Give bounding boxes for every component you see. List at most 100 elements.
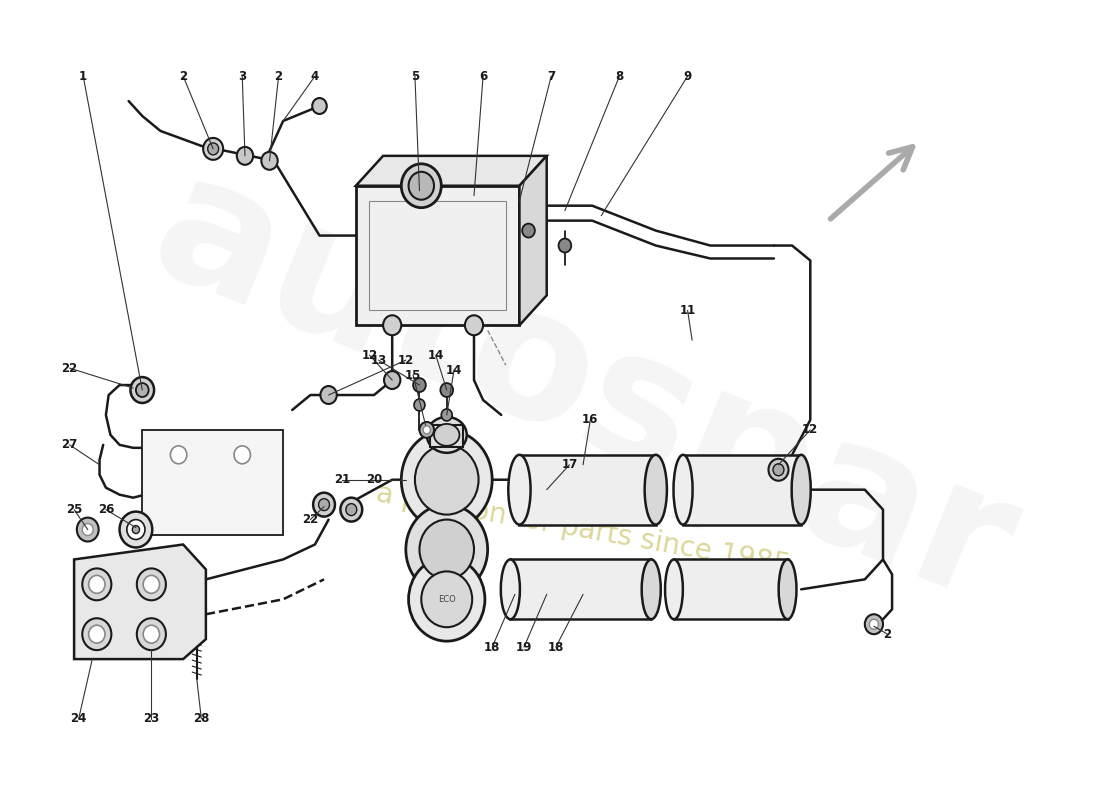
Ellipse shape: [421, 571, 472, 627]
Circle shape: [414, 378, 426, 392]
Circle shape: [383, 315, 402, 335]
Bar: [674, 559, 788, 619]
Circle shape: [131, 377, 154, 403]
Text: 18: 18: [548, 641, 564, 654]
Circle shape: [419, 422, 435, 438]
Text: 7: 7: [547, 70, 556, 82]
Ellipse shape: [500, 559, 520, 619]
Text: 13: 13: [371, 354, 387, 366]
Ellipse shape: [673, 455, 693, 525]
Circle shape: [865, 614, 883, 634]
Circle shape: [136, 383, 149, 397]
Text: 2: 2: [179, 70, 187, 82]
Text: 20: 20: [366, 474, 382, 486]
Text: autospar: autospar: [129, 138, 1037, 642]
Text: 22: 22: [302, 513, 319, 526]
Circle shape: [441, 409, 452, 421]
Circle shape: [559, 238, 571, 253]
Text: a passion for parts since 1985: a passion for parts since 1985: [374, 479, 792, 580]
Circle shape: [408, 172, 435, 200]
Circle shape: [170, 446, 187, 464]
Ellipse shape: [408, 558, 485, 641]
Circle shape: [340, 498, 362, 522]
Circle shape: [345, 504, 356, 515]
Text: 5: 5: [410, 70, 419, 82]
Bar: [142, 430, 283, 534]
Circle shape: [465, 315, 483, 335]
Text: 25: 25: [66, 503, 82, 516]
Text: 6: 6: [478, 70, 487, 82]
Ellipse shape: [508, 455, 530, 525]
Text: 16: 16: [582, 414, 598, 426]
Circle shape: [77, 518, 99, 542]
Ellipse shape: [415, 445, 478, 514]
Circle shape: [440, 383, 453, 397]
Circle shape: [136, 569, 166, 600]
Text: 19: 19: [516, 641, 532, 654]
Ellipse shape: [402, 430, 492, 530]
Circle shape: [132, 526, 140, 534]
Ellipse shape: [779, 559, 796, 619]
Ellipse shape: [406, 505, 487, 594]
Circle shape: [236, 147, 253, 165]
Text: 4: 4: [311, 70, 319, 82]
Text: 21: 21: [334, 474, 350, 486]
Text: 9: 9: [683, 70, 692, 82]
Circle shape: [522, 224, 535, 238]
Bar: [370, 201, 506, 310]
Text: 17: 17: [561, 458, 578, 471]
Circle shape: [82, 523, 94, 535]
Circle shape: [869, 619, 879, 630]
Ellipse shape: [434, 424, 460, 446]
Text: 14: 14: [428, 349, 444, 362]
Bar: [355, 186, 519, 326]
Ellipse shape: [641, 559, 661, 619]
Text: 2: 2: [883, 628, 892, 641]
Text: 24: 24: [70, 712, 87, 726]
Circle shape: [120, 512, 152, 547]
Bar: [519, 455, 656, 525]
Circle shape: [384, 371, 400, 389]
Circle shape: [208, 143, 219, 155]
Bar: [510, 559, 651, 619]
Circle shape: [320, 386, 337, 404]
Text: 2: 2: [275, 70, 283, 82]
Text: 11: 11: [680, 304, 695, 317]
Text: 12: 12: [802, 423, 818, 436]
Circle shape: [82, 569, 111, 600]
Circle shape: [319, 498, 330, 510]
Circle shape: [312, 98, 327, 114]
Text: 12: 12: [398, 354, 414, 366]
Circle shape: [89, 575, 104, 594]
Circle shape: [424, 426, 430, 434]
Bar: [683, 455, 801, 525]
Text: 3: 3: [239, 70, 246, 82]
Circle shape: [136, 618, 166, 650]
Polygon shape: [519, 156, 547, 326]
Text: 1: 1: [79, 70, 87, 82]
Circle shape: [204, 138, 223, 160]
Ellipse shape: [645, 455, 667, 525]
Circle shape: [402, 164, 441, 208]
Ellipse shape: [419, 519, 474, 579]
Text: 14: 14: [446, 364, 462, 377]
Circle shape: [143, 575, 160, 594]
Text: 23: 23: [143, 712, 160, 726]
Text: 12: 12: [362, 349, 377, 362]
Ellipse shape: [427, 417, 466, 453]
Circle shape: [143, 626, 160, 643]
Text: 27: 27: [62, 438, 78, 451]
Bar: [430, 425, 463, 447]
Circle shape: [89, 626, 104, 643]
Polygon shape: [355, 156, 547, 186]
Circle shape: [769, 458, 789, 481]
Text: 28: 28: [194, 712, 209, 726]
Circle shape: [262, 152, 277, 170]
Ellipse shape: [792, 455, 811, 525]
Circle shape: [234, 446, 251, 464]
Text: 8: 8: [615, 70, 624, 82]
Text: ECO: ECO: [438, 595, 455, 604]
Circle shape: [126, 519, 145, 539]
Circle shape: [414, 399, 425, 411]
Circle shape: [82, 618, 111, 650]
